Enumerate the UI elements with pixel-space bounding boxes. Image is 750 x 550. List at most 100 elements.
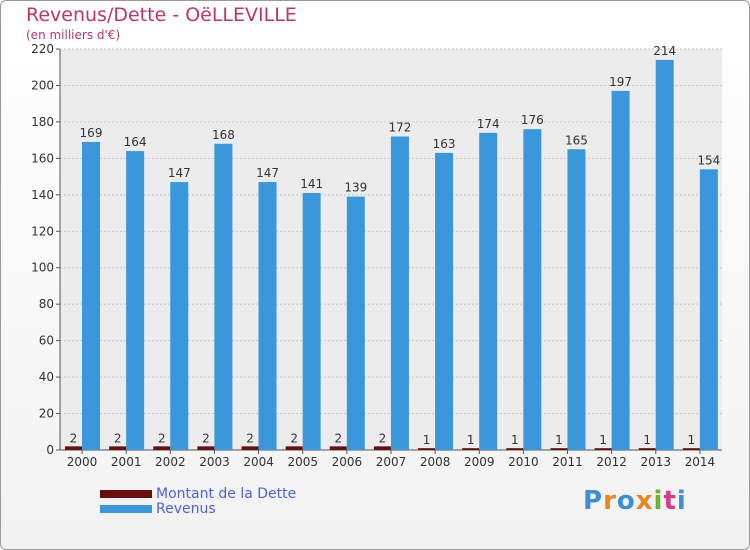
label-revenus-2003: 168	[212, 128, 235, 142]
legend-label-dette: Montant de la Dette	[156, 485, 297, 502]
label-revenus-2000: 169	[80, 126, 103, 140]
y-tick-label: 140	[31, 188, 54, 202]
logo-letter: i	[653, 486, 664, 516]
label-dette-2010: 1	[511, 433, 519, 447]
label-dette-2009: 1	[467, 433, 475, 447]
bar-revenus-2009	[479, 132, 498, 450]
label-revenus-2007: 172	[388, 120, 411, 134]
legend-swatch-revenus	[100, 504, 152, 513]
bar-dette-2010	[506, 448, 524, 450]
label-revenus-2010: 176	[521, 113, 544, 127]
y-tick-label: 160	[31, 151, 54, 165]
label-revenus-2006: 139	[344, 181, 367, 195]
label-revenus-2014: 154	[697, 153, 720, 167]
label-revenus-2013: 214	[653, 44, 676, 58]
bar-revenus-2010	[523, 129, 542, 450]
label-dette-2014: 1	[688, 433, 696, 447]
label-revenus-2012: 197	[609, 75, 632, 89]
label-dette-2001: 2	[114, 431, 122, 445]
label-revenus-2008: 163	[433, 137, 456, 151]
x-tick-label: 2001	[111, 455, 142, 469]
bar-dette-2014	[682, 448, 700, 450]
bar-dette-2007	[373, 446, 391, 450]
label-dette-2012: 1	[599, 433, 607, 447]
bar-dette-2006	[329, 446, 347, 450]
y-tick-label: 200	[31, 78, 54, 92]
x-tick-label: 2004	[243, 455, 274, 469]
bar-dette-2011	[550, 448, 568, 450]
legend-label-revenus: Revenus	[156, 500, 216, 517]
logo-letter: x	[635, 486, 654, 516]
x-tick-label: 2006	[332, 455, 363, 469]
label-dette-2013: 1	[643, 433, 651, 447]
y-tick-label: 80	[39, 297, 54, 311]
chart-title: Revenus/Dette - OëLLEVILLE	[26, 4, 297, 26]
proxiti-logo: Proxiti	[583, 486, 687, 516]
x-tick-label: 2011	[552, 455, 583, 469]
bar-revenus-2007	[390, 136, 409, 450]
label-revenus-2004: 147	[256, 166, 279, 180]
bar-revenus-2011	[567, 149, 586, 450]
x-tick-label: 2000	[67, 455, 98, 469]
x-tick-label: 2014	[685, 455, 716, 469]
label-revenus-2005: 141	[300, 177, 323, 191]
x-tick-label: 2002	[155, 455, 186, 469]
bar-dette-2004	[241, 446, 259, 450]
x-tick-label: 2008	[420, 455, 451, 469]
legend: Montant de la Dette Revenus	[100, 485, 297, 517]
logo-letter: P	[583, 486, 604, 516]
label-dette-2002: 2	[158, 431, 166, 445]
legend-swatch-dette	[100, 489, 152, 498]
logo-letter: r	[603, 486, 617, 516]
label-dette-2003: 2	[202, 431, 210, 445]
label-revenus-2011: 165	[565, 133, 588, 147]
x-tick-label: 2010	[508, 455, 539, 469]
label-dette-2000: 2	[70, 431, 78, 445]
bar-revenus-2005	[302, 192, 321, 450]
y-tick-label: 120	[31, 224, 54, 238]
x-tick-label: 2007	[376, 455, 407, 469]
label-revenus-2009: 174	[477, 117, 500, 131]
label-dette-2004: 2	[246, 431, 254, 445]
logo-letter: o	[616, 486, 636, 516]
label-dette-2011: 1	[555, 433, 563, 447]
label-revenus-2002: 147	[168, 166, 191, 180]
bar-dette-2009	[462, 448, 480, 450]
x-tick-label: 2003	[199, 455, 230, 469]
label-revenus-2001: 164	[124, 135, 147, 149]
bar-dette-2008	[418, 448, 436, 450]
chart-subtitle: (en milliers d'€)	[26, 28, 121, 42]
legend-item-revenus: Revenus	[100, 500, 296, 517]
bar-dette-2002	[153, 446, 171, 450]
bar-revenus-2004	[258, 182, 277, 451]
x-tick-label: 2012	[596, 455, 627, 469]
logo-letter: t	[663, 486, 677, 516]
y-tick-label: 40	[39, 370, 54, 384]
bar-revenus-2002	[170, 182, 189, 451]
bar-revenus-2006	[346, 196, 365, 450]
label-dette-2006: 2	[334, 431, 342, 445]
bar-revenus-2001	[126, 151, 145, 450]
bar-dette-2005	[285, 446, 303, 450]
label-dette-2007: 2	[379, 431, 387, 445]
bar-revenus-2013	[655, 59, 674, 450]
logo-letter: i	[676, 486, 687, 516]
label-dette-2005: 2	[290, 431, 298, 445]
x-tick-label: 2009	[464, 455, 495, 469]
x-tick-label: 2005	[287, 455, 318, 469]
x-tick-label: 2013	[641, 455, 672, 469]
bar-dette-2001	[109, 446, 127, 450]
bar-dette-2013	[638, 448, 656, 450]
bar-revenus-2000	[82, 141, 100, 450]
y-tick-label: 180	[31, 115, 54, 129]
label-dette-2008: 1	[423, 433, 431, 447]
y-tick-label: 220	[31, 42, 54, 56]
bar-revenus-2003	[214, 143, 233, 451]
bar-dette-2000	[65, 446, 82, 450]
bar-revenus-2012	[611, 90, 630, 450]
bar-revenus-2008	[435, 152, 454, 451]
bar-dette-2003	[197, 446, 215, 450]
bar-revenus-2014	[699, 169, 718, 451]
bar-dette-2012	[594, 448, 612, 450]
y-tick-label: 20	[39, 407, 54, 421]
